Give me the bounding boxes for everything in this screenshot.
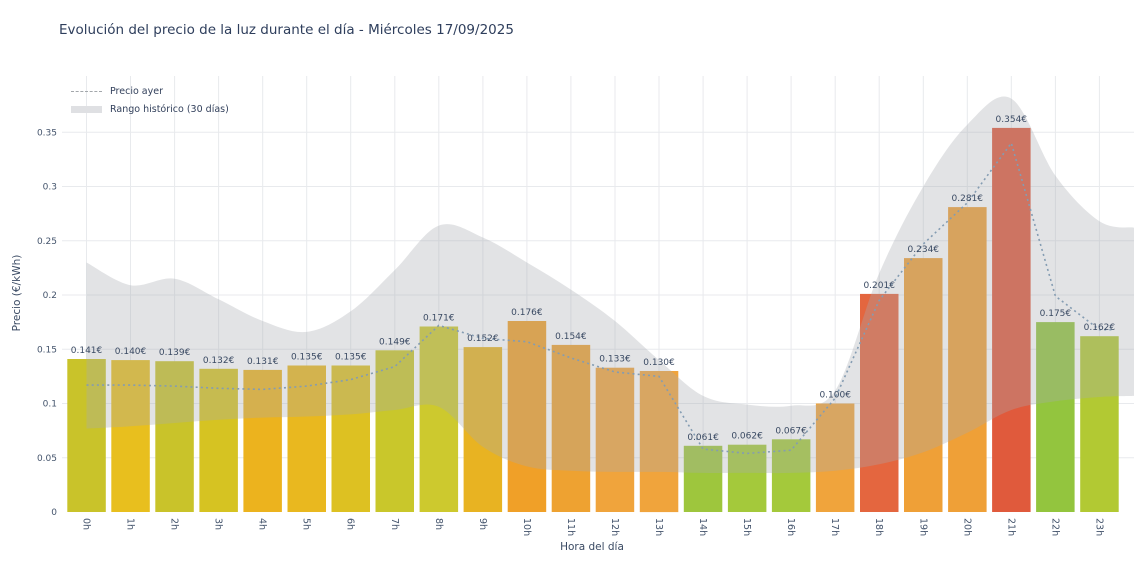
- x-tick-12h: 12h: [609, 518, 620, 536]
- bar-label-6h: 0.135€: [335, 353, 367, 363]
- x-tick-9h: 9h: [477, 518, 488, 530]
- bar-4h: [243, 369, 282, 512]
- x-tick-17h: 17h: [829, 518, 840, 536]
- bar-16h: [771, 439, 811, 512]
- bar-label-17h: 0.100€: [819, 391, 851, 401]
- dashed-line-swatch: [71, 90, 102, 92]
- x-axis-title: Hora del día: [560, 541, 624, 553]
- bar-label-18h: 0.201€: [863, 281, 895, 291]
- x-tick-14h: 14h: [697, 518, 708, 536]
- bar-label-15h: 0.062€: [731, 432, 763, 442]
- bar-12h: [595, 367, 635, 512]
- bar-19h: [904, 258, 943, 512]
- x-tick-1h: 1h: [125, 518, 136, 530]
- x-tick-2h: 2h: [169, 518, 180, 530]
- bar-label-9h: 0.152€: [467, 334, 499, 344]
- x-tick-15h: 15h: [741, 518, 752, 536]
- bar-2h: [155, 361, 194, 512]
- bar-label-11h: 0.154€: [555, 332, 587, 342]
- x-tick-8h: 8h: [433, 518, 444, 530]
- bar-label-0h: 0.141€: [71, 346, 103, 356]
- bar-label-21h: 0.354€: [996, 115, 1028, 125]
- x-tick-0h: 0h: [81, 518, 92, 530]
- legend-label-range: Rango histórico (30 días): [110, 103, 229, 115]
- y-tick-0.2: 0.2: [43, 291, 57, 301]
- bar-label-1h: 0.140€: [115, 347, 147, 357]
- bar-label-16h: 0.067€: [775, 426, 807, 436]
- bar-15h: [727, 444, 767, 512]
- bar-6h: [331, 365, 370, 512]
- x-tick-13h: 13h: [653, 518, 664, 536]
- bar-13h: [639, 371, 679, 513]
- bar-7h: [375, 350, 414, 512]
- bar-label-20h: 0.281€: [952, 194, 984, 204]
- bar-20h: [948, 207, 987, 512]
- bar-label-3h: 0.132€: [203, 356, 235, 366]
- y-tick-0.25: 0.25: [37, 237, 57, 247]
- historical-range-band: [86, 96, 1134, 474]
- x-tick-11h: 11h: [565, 518, 576, 536]
- x-tick-19h: 19h: [917, 518, 928, 536]
- bar-5h: [287, 365, 326, 512]
- x-tick-16h: 16h: [785, 518, 796, 536]
- y-tick-0: 0: [51, 508, 57, 518]
- bar-label-8h: 0.171€: [423, 314, 455, 324]
- x-tick-5h: 5h: [301, 518, 312, 530]
- x-tick-21h: 21h: [1005, 518, 1016, 536]
- x-tick-23h: 23h: [1093, 518, 1104, 536]
- y-tick-0.05: 0.05: [37, 454, 57, 464]
- bar-label-4h: 0.131€: [247, 357, 279, 367]
- y-tick-0.1: 0.1: [43, 400, 57, 410]
- bar-8h: [419, 326, 459, 512]
- bar-label-5h: 0.135€: [291, 353, 323, 363]
- legend-label-yesterday: Precio ayer: [110, 85, 163, 97]
- bar-label-22h: 0.175€: [1040, 309, 1072, 319]
- bar-21h: [992, 127, 1031, 513]
- x-tick-6h: 6h: [345, 518, 356, 530]
- bar-22h: [1036, 322, 1075, 512]
- bar-label-13h: 0.130€: [643, 358, 675, 368]
- bar-17h: [815, 403, 855, 512]
- bar-label-7h: 0.149€: [379, 337, 411, 347]
- chart-title: Evolución del precio de la luz durante e…: [59, 22, 514, 38]
- band-swatch: [71, 105, 102, 113]
- x-tick-10h: 10h: [521, 518, 532, 536]
- bar-label-19h: 0.234€: [908, 245, 940, 255]
- y-tick-0.15: 0.15: [37, 346, 57, 356]
- x-tick-18h: 18h: [873, 518, 884, 536]
- bar-14h: [683, 445, 723, 512]
- bar-10h: [507, 321, 547, 512]
- bar-label-23h: 0.162€: [1084, 323, 1116, 333]
- bar-18h: [860, 293, 899, 512]
- legend-row-range: Rango histórico (30 días): [71, 100, 229, 118]
- bar-label-12h: 0.133€: [599, 355, 631, 365]
- bar-23h: [1080, 336, 1119, 512]
- y-tick-0.35: 0.35: [37, 129, 57, 139]
- bar-11h: [551, 344, 591, 512]
- x-tick-3h: 3h: [213, 518, 224, 530]
- y-tick-0.3: 0.3: [43, 183, 57, 193]
- x-tick-22h: 22h: [1049, 518, 1060, 536]
- legend: Precio ayer Rango histórico (30 días): [71, 82, 229, 118]
- x-tick-7h: 7h: [389, 518, 400, 530]
- bar-label-2h: 0.139€: [159, 348, 191, 358]
- legend-row-yesterday: Precio ayer: [71, 82, 229, 100]
- bar-3h: [199, 368, 238, 512]
- x-tick-20h: 20h: [961, 518, 972, 536]
- bar-label-14h: 0.061€: [687, 433, 719, 443]
- bar-label-10h: 0.176€: [511, 308, 543, 318]
- x-tick-4h: 4h: [257, 518, 268, 530]
- bar-9h: [463, 347, 503, 512]
